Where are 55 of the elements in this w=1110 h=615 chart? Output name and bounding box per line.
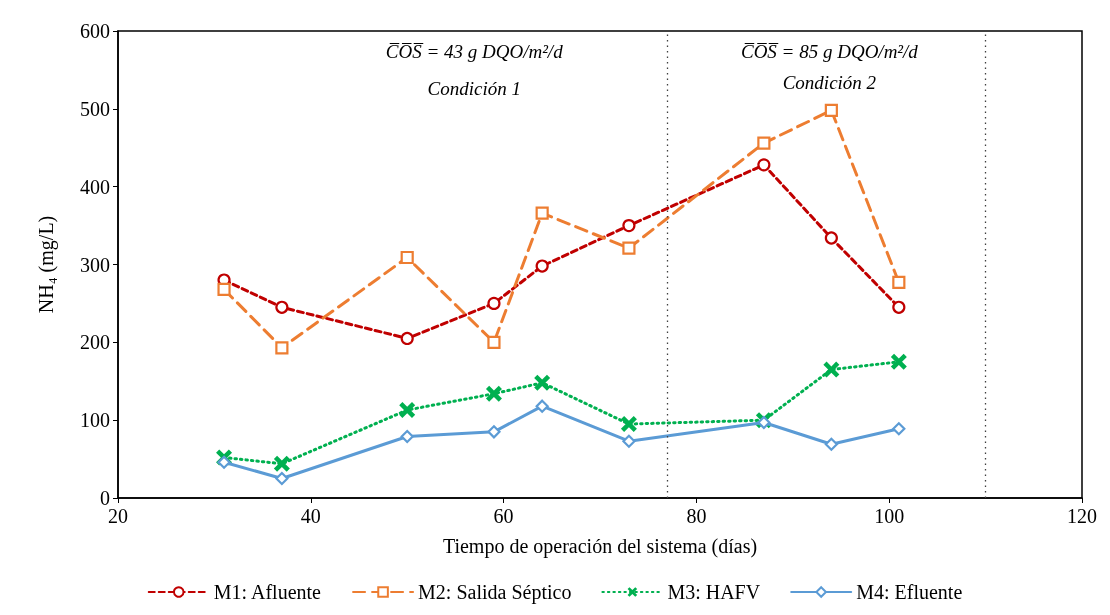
point: [275, 300, 289, 314]
annotation: C̅O̅S̅ = 43 g DQO/m²/d: [385, 40, 564, 62]
point: [534, 374, 551, 391]
x-axis-title: Tiempo de operación del sistema (días): [442, 535, 758, 558]
point: [400, 429, 414, 444]
x-tick-label: 80: [686, 505, 707, 527]
point: [620, 416, 637, 433]
point: [275, 471, 289, 486]
y-tick-label: 500: [80, 97, 110, 120]
point: [622, 218, 636, 233]
y-tick-label: 600: [80, 20, 110, 42]
annotation: Condición 1: [427, 77, 521, 99]
y-tick-label: 0: [100, 487, 110, 509]
point: [824, 103, 838, 117]
point: [487, 335, 501, 349]
x-tick-label: 20: [108, 505, 128, 527]
annotation: C̅O̅S̅ = 85 g DQO/m²/d: [740, 40, 919, 62]
point: [757, 158, 771, 172]
point: [487, 425, 501, 439]
point: [823, 361, 840, 378]
y-axis-title: NH₄ (mg/L): [35, 215, 58, 314]
point: [217, 282, 231, 297]
point: [273, 455, 290, 472]
point: [892, 422, 906, 436]
point: [485, 385, 502, 402]
point: [535, 259, 549, 273]
point: [824, 231, 838, 245]
y-tick-label: 400: [80, 175, 110, 198]
point: [890, 353, 907, 370]
point: [535, 206, 549, 220]
point: [275, 341, 289, 355]
legend-label: M2: Salida Séptico: [418, 581, 572, 604]
point: [892, 275, 906, 289]
point: [399, 402, 416, 419]
x-tick-label: 40: [300, 505, 321, 527]
point: [217, 455, 231, 469]
point: [400, 331, 414, 346]
point: [824, 437, 838, 451]
point: [622, 241, 636, 255]
legend-label: M1: Afluente: [213, 581, 322, 603]
annotation: Condición 2: [782, 71, 877, 93]
y-tick-label: 200: [80, 331, 110, 354]
point: [757, 136, 771, 150]
x-tick-label: 120: [1067, 505, 1097, 527]
x-tick-label: 60: [493, 505, 514, 527]
point: [535, 399, 549, 413]
point: [622, 434, 636, 448]
point: [400, 250, 414, 265]
y-tick-label: 300: [80, 253, 110, 276]
y-tick-label: 100: [80, 409, 110, 432]
legend-label: M3: HAFV: [667, 581, 761, 603]
point: [892, 300, 906, 314]
x-tick-label: 100: [874, 505, 905, 527]
legend-label: M4: Efluente: [856, 581, 963, 603]
point: [487, 296, 501, 311]
